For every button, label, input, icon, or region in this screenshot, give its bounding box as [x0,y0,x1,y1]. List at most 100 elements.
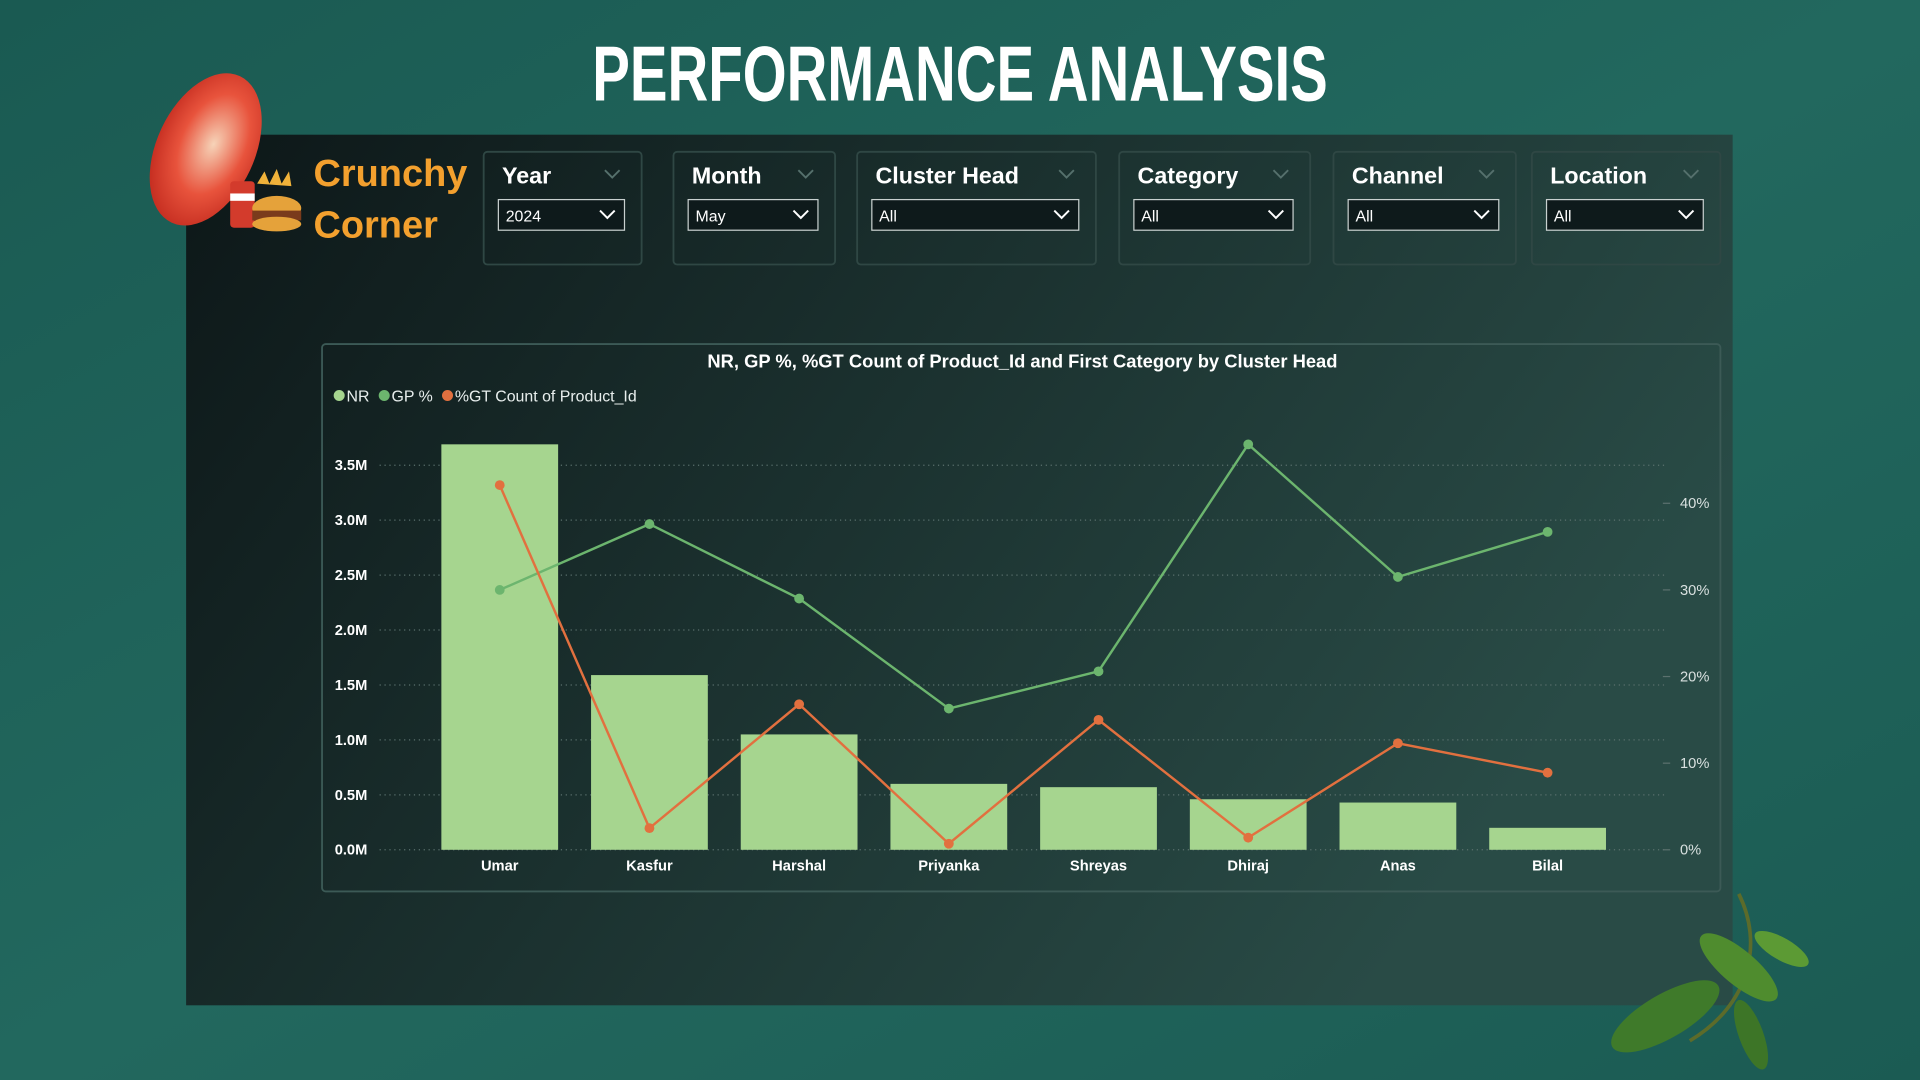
bar [740,734,858,850]
bar [441,444,559,850]
dropdown-value: All [1554,209,1572,226]
leaf-decoration [1611,893,1809,1070]
x-tick-label: Shreyas [1070,859,1127,875]
slicer[interactable]: Year 2024 [482,150,643,266]
dropdown[interactable] [1133,198,1294,231]
line-point [943,703,954,714]
chart-frame [321,343,1722,893]
dropdown[interactable] [497,198,626,231]
y-tick-label: 3.5M [335,458,368,474]
dropdown-arrow [792,209,809,220]
dropdown-arrow [1267,209,1284,220]
dropdown[interactable] [1347,198,1500,231]
x-tick-label: Priyanka [918,859,980,875]
dropdown-value: All [1141,209,1159,226]
bar [591,675,708,850]
y-tick-label: 1.5M [335,678,368,694]
slicer-chevron [1058,169,1075,179]
slicer[interactable]: Channel All [1332,150,1517,266]
slicer-card [1530,150,1722,266]
slicer-card [482,150,643,266]
line-point [644,519,655,529]
slicer[interactable]: Location All [1530,150,1722,266]
dropdown-value: All [1356,209,1374,226]
slicer-label: Month [692,163,762,189]
dropdown-value: 2024 [506,209,542,226]
chart-title: NR, GP %, %GT Count of Product_Id and Fi… [707,350,1337,371]
slicer-card [672,150,837,266]
slicer-label: Cluster Head [876,163,1019,189]
line [498,484,1548,846]
y-tick-label: 3.0M [335,513,368,529]
line-point [1393,738,1403,749]
line-point [794,593,805,604]
slicer-label: Category [1138,163,1239,189]
x-tick-label: Kasfur [626,859,673,875]
y-tick-label: 0.5M [335,788,368,804]
legend-label: %GT Count of Product_Id [455,389,637,406]
line-point [494,585,505,595]
page-title: PERFORMANCE ANALYSIS [592,30,1328,117]
slicer[interactable]: Cluster Head All [856,150,1097,266]
legend-label: GP % [392,389,433,406]
slicer-chevron [1272,169,1289,179]
x-tick-label: Harshal [772,859,826,875]
slicer-chevron [1478,169,1495,179]
line-point [794,699,805,710]
legend-label: NR [347,389,370,406]
slicer-chevron [797,169,814,179]
slicer-card [1332,150,1517,266]
y-tick-label: 1.0M [335,733,368,749]
legend-marker [333,390,345,402]
line-point [1542,767,1553,778]
brand-line: Corner [313,205,438,247]
y-tick-label: 2.5M [335,568,368,584]
dropdown-arrow [1053,209,1070,220]
line-point [1243,439,1254,450]
line-point [644,823,655,834]
y2-tick-label: 0% [1680,843,1701,859]
bar [1489,827,1606,850]
dropdown-value: All [879,209,897,226]
logo-icon [230,168,302,232]
slicer[interactable]: Month May [672,150,837,266]
legend-marker [378,390,390,402]
dropdown[interactable] [1545,198,1704,231]
filters: Year 2024 Month May Cluster Head All Category A… [482,150,1722,266]
x-tick-label: Umar [481,859,519,875]
dropdown-arrow [1678,209,1695,220]
x-tick-label: Anas [1380,859,1416,875]
slicer-card [1118,150,1312,266]
y2-tick-label: 20% [1680,669,1709,685]
line-point [943,838,954,849]
y2-tick-label: 40% [1680,496,1709,512]
x-tick-label: Bilal [1532,859,1563,875]
dropdown-arrow [1473,209,1490,220]
slicer-chevron [1683,169,1700,179]
x-tick-label: Dhiraj [1227,859,1269,875]
legend-marker [442,390,454,402]
chart: NR, GP %, %GT Count of Product_Id and Fi… [333,350,1709,875]
brand-line: Crunchy [313,153,467,195]
slicer-card [856,150,1097,266]
y-tick-label: 2.0M [335,623,368,639]
dropdown[interactable] [871,198,1080,231]
bar [890,783,1008,850]
dropdown[interactable] [687,198,819,231]
line-point [494,480,505,490]
dropdown-value: May [696,209,726,226]
slicer-chevron [604,169,621,179]
line [499,442,1548,710]
line-point [1243,832,1254,843]
bar [1339,802,1457,850]
slicer[interactable]: Category All [1118,150,1312,266]
y2-tick-label: 10% [1680,756,1709,772]
slicer-label: Channel [1352,163,1444,189]
bar [1040,787,1157,850]
line-point [1542,526,1553,537]
line-point [1093,666,1104,677]
y2-tick-label: 30% [1680,583,1709,599]
dropdown-arrow [599,209,616,220]
